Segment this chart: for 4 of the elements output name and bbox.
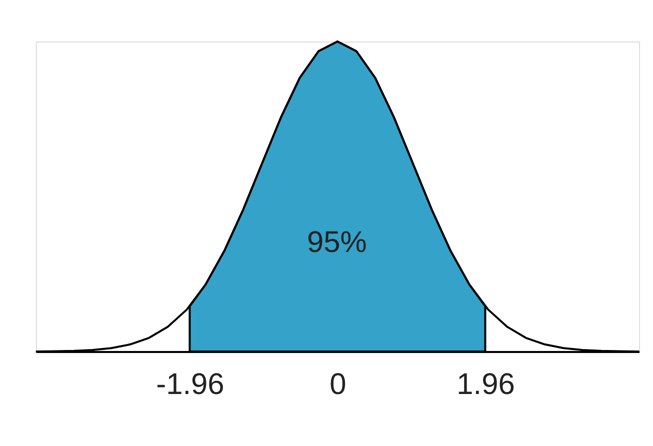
- annotation: 95%: [307, 226, 367, 259]
- x-tick-label: 0: [330, 368, 346, 401]
- x-tick-label: 1.96: [456, 368, 515, 401]
- x-tick-label: -1.96: [156, 368, 224, 401]
